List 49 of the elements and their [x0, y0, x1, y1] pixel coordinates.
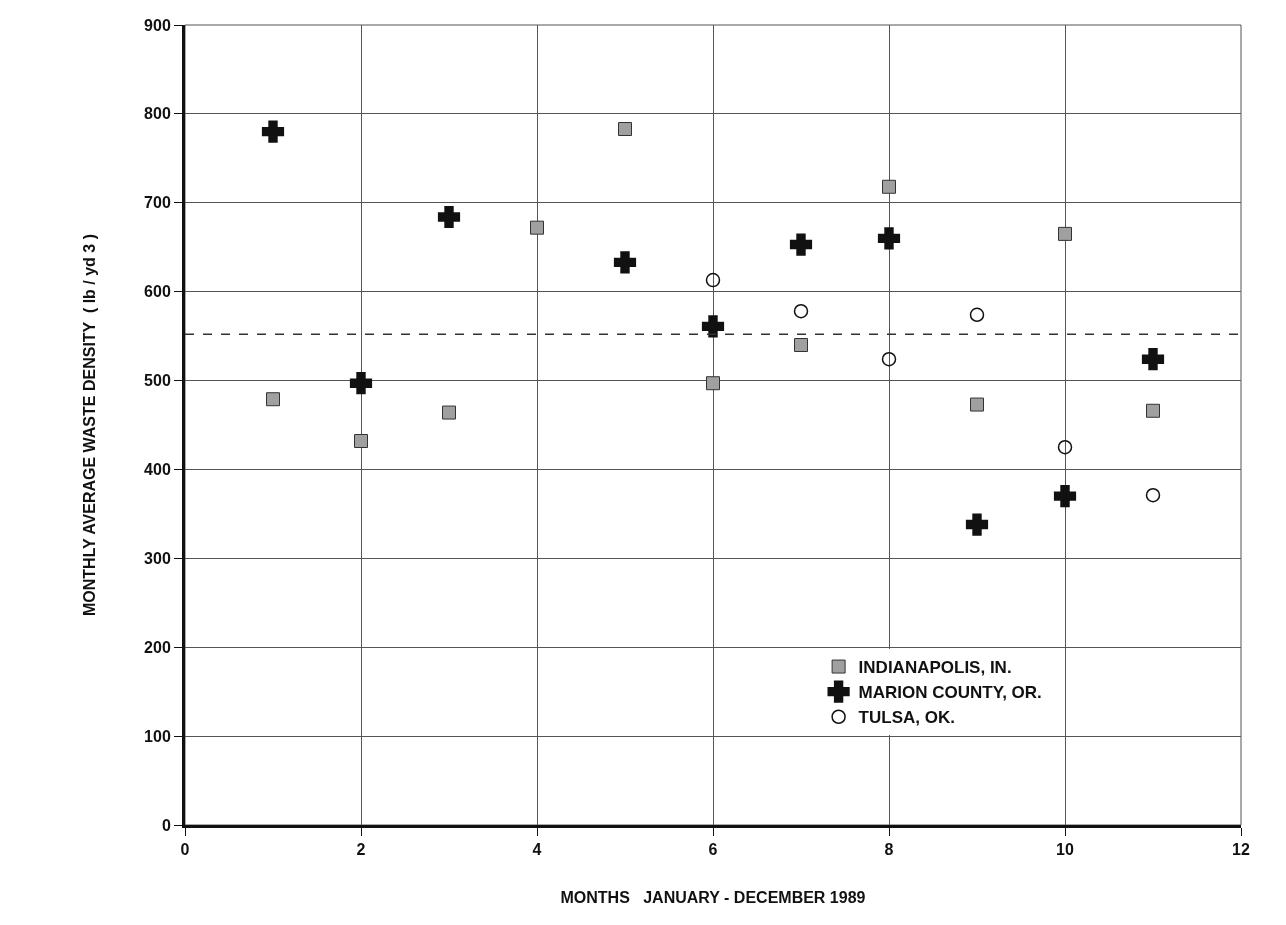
- point: [970, 397, 984, 412]
- point: [1057, 439, 1073, 455]
- point: [1141, 348, 1165, 371]
- point: [882, 179, 896, 194]
- x-axis-title: MONTHS JANUARY - DECEMBER 1989: [560, 888, 866, 906]
- y-tick-label: 600: [144, 283, 171, 301]
- y-tick-label: 900: [144, 16, 171, 34]
- point: [266, 392, 280, 407]
- y-axis-title: MONTHLY AVERAGE WASTE DENSITY ( lb / yd 3 ): [81, 234, 98, 616]
- point: [877, 227, 901, 250]
- legend-label: MARION COUNTY, OR.: [858, 683, 1042, 703]
- point: [701, 315, 725, 338]
- point: [793, 303, 809, 319]
- x-tick-label: 8: [884, 841, 894, 859]
- point: [437, 205, 461, 229]
- point: [618, 122, 632, 136]
- legend-label: TULSA, OK.: [858, 708, 955, 728]
- point: [965, 513, 989, 536]
- y-tick-label: 200: [144, 638, 171, 656]
- point: [1058, 226, 1072, 241]
- point: [1146, 403, 1160, 418]
- point: [613, 251, 637, 274]
- y-tick-label: 0: [161, 816, 171, 834]
- y-tick-label: 100: [144, 727, 171, 745]
- x-tick-label: 4: [532, 841, 542, 859]
- point: [705, 272, 721, 288]
- point: [794, 338, 808, 352]
- point: [349, 372, 373, 395]
- x-tick-label: 6: [708, 841, 718, 859]
- y-tick-label: 400: [144, 461, 171, 479]
- x-tick-label: 0: [180, 841, 190, 859]
- y-tick-label: 800: [144, 105, 171, 123]
- point: [1053, 485, 1077, 508]
- point: [530, 220, 544, 235]
- y-tick-label: 500: [144, 372, 171, 390]
- legend-label: INDIANAPOLIS, IN.: [858, 658, 1012, 678]
- point: [1145, 487, 1161, 503]
- point: [881, 351, 897, 367]
- x-tick-label: 2: [356, 841, 366, 859]
- point: [442, 405, 456, 420]
- x-tick-label: 12: [1232, 841, 1250, 859]
- point: [261, 120, 285, 143]
- point: [354, 434, 368, 448]
- point: [706, 376, 720, 391]
- point: [969, 307, 985, 323]
- point: [789, 233, 813, 256]
- x-tick-label: 10: [1056, 841, 1074, 859]
- y-tick-label: 300: [144, 549, 171, 567]
- y-tick-label: 700: [144, 194, 171, 212]
